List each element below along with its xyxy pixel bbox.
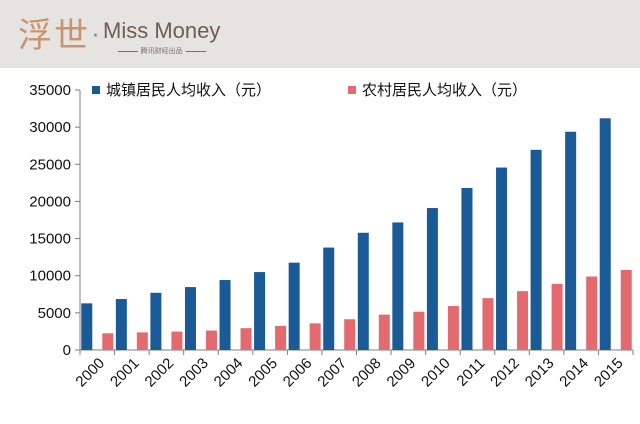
bar-rural: [551, 283, 563, 350]
bar-rural: [344, 319, 356, 350]
legend-swatch-urban: [92, 86, 100, 94]
bar-urban: [496, 167, 508, 350]
bar-rural: [102, 333, 114, 350]
x-tick-label: 2015: [591, 355, 627, 391]
x-tick-label: 2003: [176, 355, 212, 391]
y-tick-label: 30000: [29, 119, 71, 136]
x-tick-label: 2011: [453, 355, 488, 390]
bar-urban: [392, 222, 404, 350]
bar-urban: [599, 118, 611, 350]
bar-urban: [357, 232, 369, 350]
bar-urban: [184, 287, 196, 350]
bar-rural: [275, 325, 287, 350]
legend-label-urban: 城镇居民人均收入（元）: [106, 81, 271, 99]
bar-rural: [171, 331, 183, 350]
x-tick-label: 2009: [384, 355, 420, 391]
logo-rule-left: [117, 50, 138, 52]
y-tick-label: 0: [63, 342, 71, 359]
bar-urban: [219, 280, 231, 350]
bar-rural: [378, 314, 390, 350]
miss-money-logo: 浮世 · Miss Money 腾讯财经出品: [18, 8, 220, 64]
bar-urban: [530, 149, 542, 350]
x-tick-label: 2006: [280, 355, 316, 391]
bar-rural: [620, 269, 632, 350]
x-tick-label: 2010: [418, 355, 454, 391]
y-tick-label: 35000: [29, 82, 71, 99]
x-tick-label: 2000: [72, 355, 108, 391]
x-tick-label: 2005: [245, 355, 281, 391]
bar-urban: [115, 299, 127, 350]
income-bar-chart: 0500010000150002000025000300003500020002…: [29, 81, 634, 391]
bar-urban: [150, 292, 162, 350]
logo-dot: ·: [92, 23, 99, 49]
bar-rural: [205, 330, 217, 350]
header-banner: 浮世 · Miss Money 腾讯财经出品: [0, 0, 640, 68]
logo-right-block: Miss Money 腾讯财经出品: [103, 20, 220, 56]
bar-rural: [240, 328, 252, 350]
logo-chinese-text: 浮世: [18, 16, 90, 56]
bar-urban: [426, 208, 438, 350]
bar-urban: [254, 272, 266, 350]
bar-rural: [447, 306, 459, 350]
bar-urban: [288, 262, 300, 350]
bar-rural: [517, 291, 529, 350]
bar-urban: [323, 247, 335, 350]
y-tick-label: 15000: [29, 231, 71, 248]
bar-urban: [565, 131, 577, 350]
logo-rule-right: [185, 50, 206, 52]
x-tick-label: 2013: [522, 355, 558, 391]
y-tick-label: 10000: [29, 268, 71, 285]
y-tick-label: 5000: [38, 305, 71, 322]
bar-rural: [586, 276, 598, 350]
logo-subtitle: 腾讯财经出品: [117, 46, 206, 56]
logo-subtitle-text: 腾讯财经出品: [140, 47, 183, 55]
x-tick-label: 2001: [107, 355, 143, 391]
x-tick-label: 2008: [349, 355, 385, 391]
bar-urban: [461, 187, 473, 350]
x-tick-label: 2014: [556, 355, 592, 391]
bar-urban: [81, 303, 93, 350]
y-tick-label: 20000: [29, 193, 71, 210]
y-tick-label: 25000: [29, 156, 71, 173]
legend-label-rural: 农村居民人均收入（元）: [362, 81, 527, 99]
x-tick-label: 2012: [487, 355, 523, 391]
logo-english-text: Miss Money: [103, 18, 221, 43]
bar-rural: [136, 332, 148, 350]
bar-rural: [482, 298, 494, 350]
legend-swatch-rural: [348, 86, 356, 94]
bar-rural: [413, 311, 425, 350]
x-tick-label: 2007: [314, 355, 350, 391]
bar-rural: [309, 323, 321, 350]
x-tick-label: 2004: [211, 355, 247, 391]
x-tick-label: 2002: [142, 355, 178, 391]
